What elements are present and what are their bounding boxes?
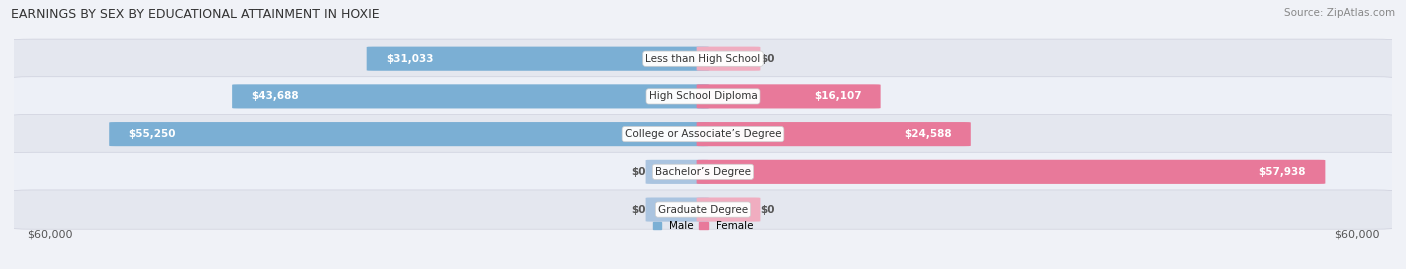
FancyBboxPatch shape <box>696 122 970 146</box>
FancyBboxPatch shape <box>696 47 761 71</box>
Text: $16,107: $16,107 <box>814 91 862 101</box>
Text: Less than High School: Less than High School <box>645 54 761 64</box>
Text: $57,938: $57,938 <box>1258 167 1306 177</box>
Text: High School Diploma: High School Diploma <box>648 91 758 101</box>
FancyBboxPatch shape <box>7 77 1399 116</box>
Text: $43,688: $43,688 <box>252 91 299 101</box>
FancyBboxPatch shape <box>696 160 1326 184</box>
FancyBboxPatch shape <box>110 122 710 146</box>
FancyBboxPatch shape <box>7 39 1399 78</box>
FancyBboxPatch shape <box>696 84 880 108</box>
Text: $60,000: $60,000 <box>27 229 72 239</box>
FancyBboxPatch shape <box>7 152 1399 192</box>
Text: EARNINGS BY SEX BY EDUCATIONAL ATTAINMENT IN HOXIE: EARNINGS BY SEX BY EDUCATIONAL ATTAINMEN… <box>11 8 380 21</box>
Legend: Male, Female: Male, Female <box>648 217 758 236</box>
Text: $31,033: $31,033 <box>385 54 433 64</box>
Text: $55,250: $55,250 <box>128 129 176 139</box>
Text: $24,588: $24,588 <box>904 129 952 139</box>
Text: $60,000: $60,000 <box>1334 229 1379 239</box>
FancyBboxPatch shape <box>7 115 1399 154</box>
FancyBboxPatch shape <box>645 197 710 222</box>
Text: Graduate Degree: Graduate Degree <box>658 204 748 215</box>
Text: $0: $0 <box>761 54 775 64</box>
FancyBboxPatch shape <box>645 160 710 184</box>
FancyBboxPatch shape <box>7 190 1399 229</box>
Text: Source: ZipAtlas.com: Source: ZipAtlas.com <box>1284 8 1395 18</box>
Text: Bachelor’s Degree: Bachelor’s Degree <box>655 167 751 177</box>
FancyBboxPatch shape <box>367 47 710 71</box>
FancyBboxPatch shape <box>696 197 761 222</box>
Text: $0: $0 <box>631 204 645 215</box>
Text: $0: $0 <box>761 204 775 215</box>
Text: College or Associate’s Degree: College or Associate’s Degree <box>624 129 782 139</box>
FancyBboxPatch shape <box>232 84 710 108</box>
Text: $0: $0 <box>631 167 645 177</box>
